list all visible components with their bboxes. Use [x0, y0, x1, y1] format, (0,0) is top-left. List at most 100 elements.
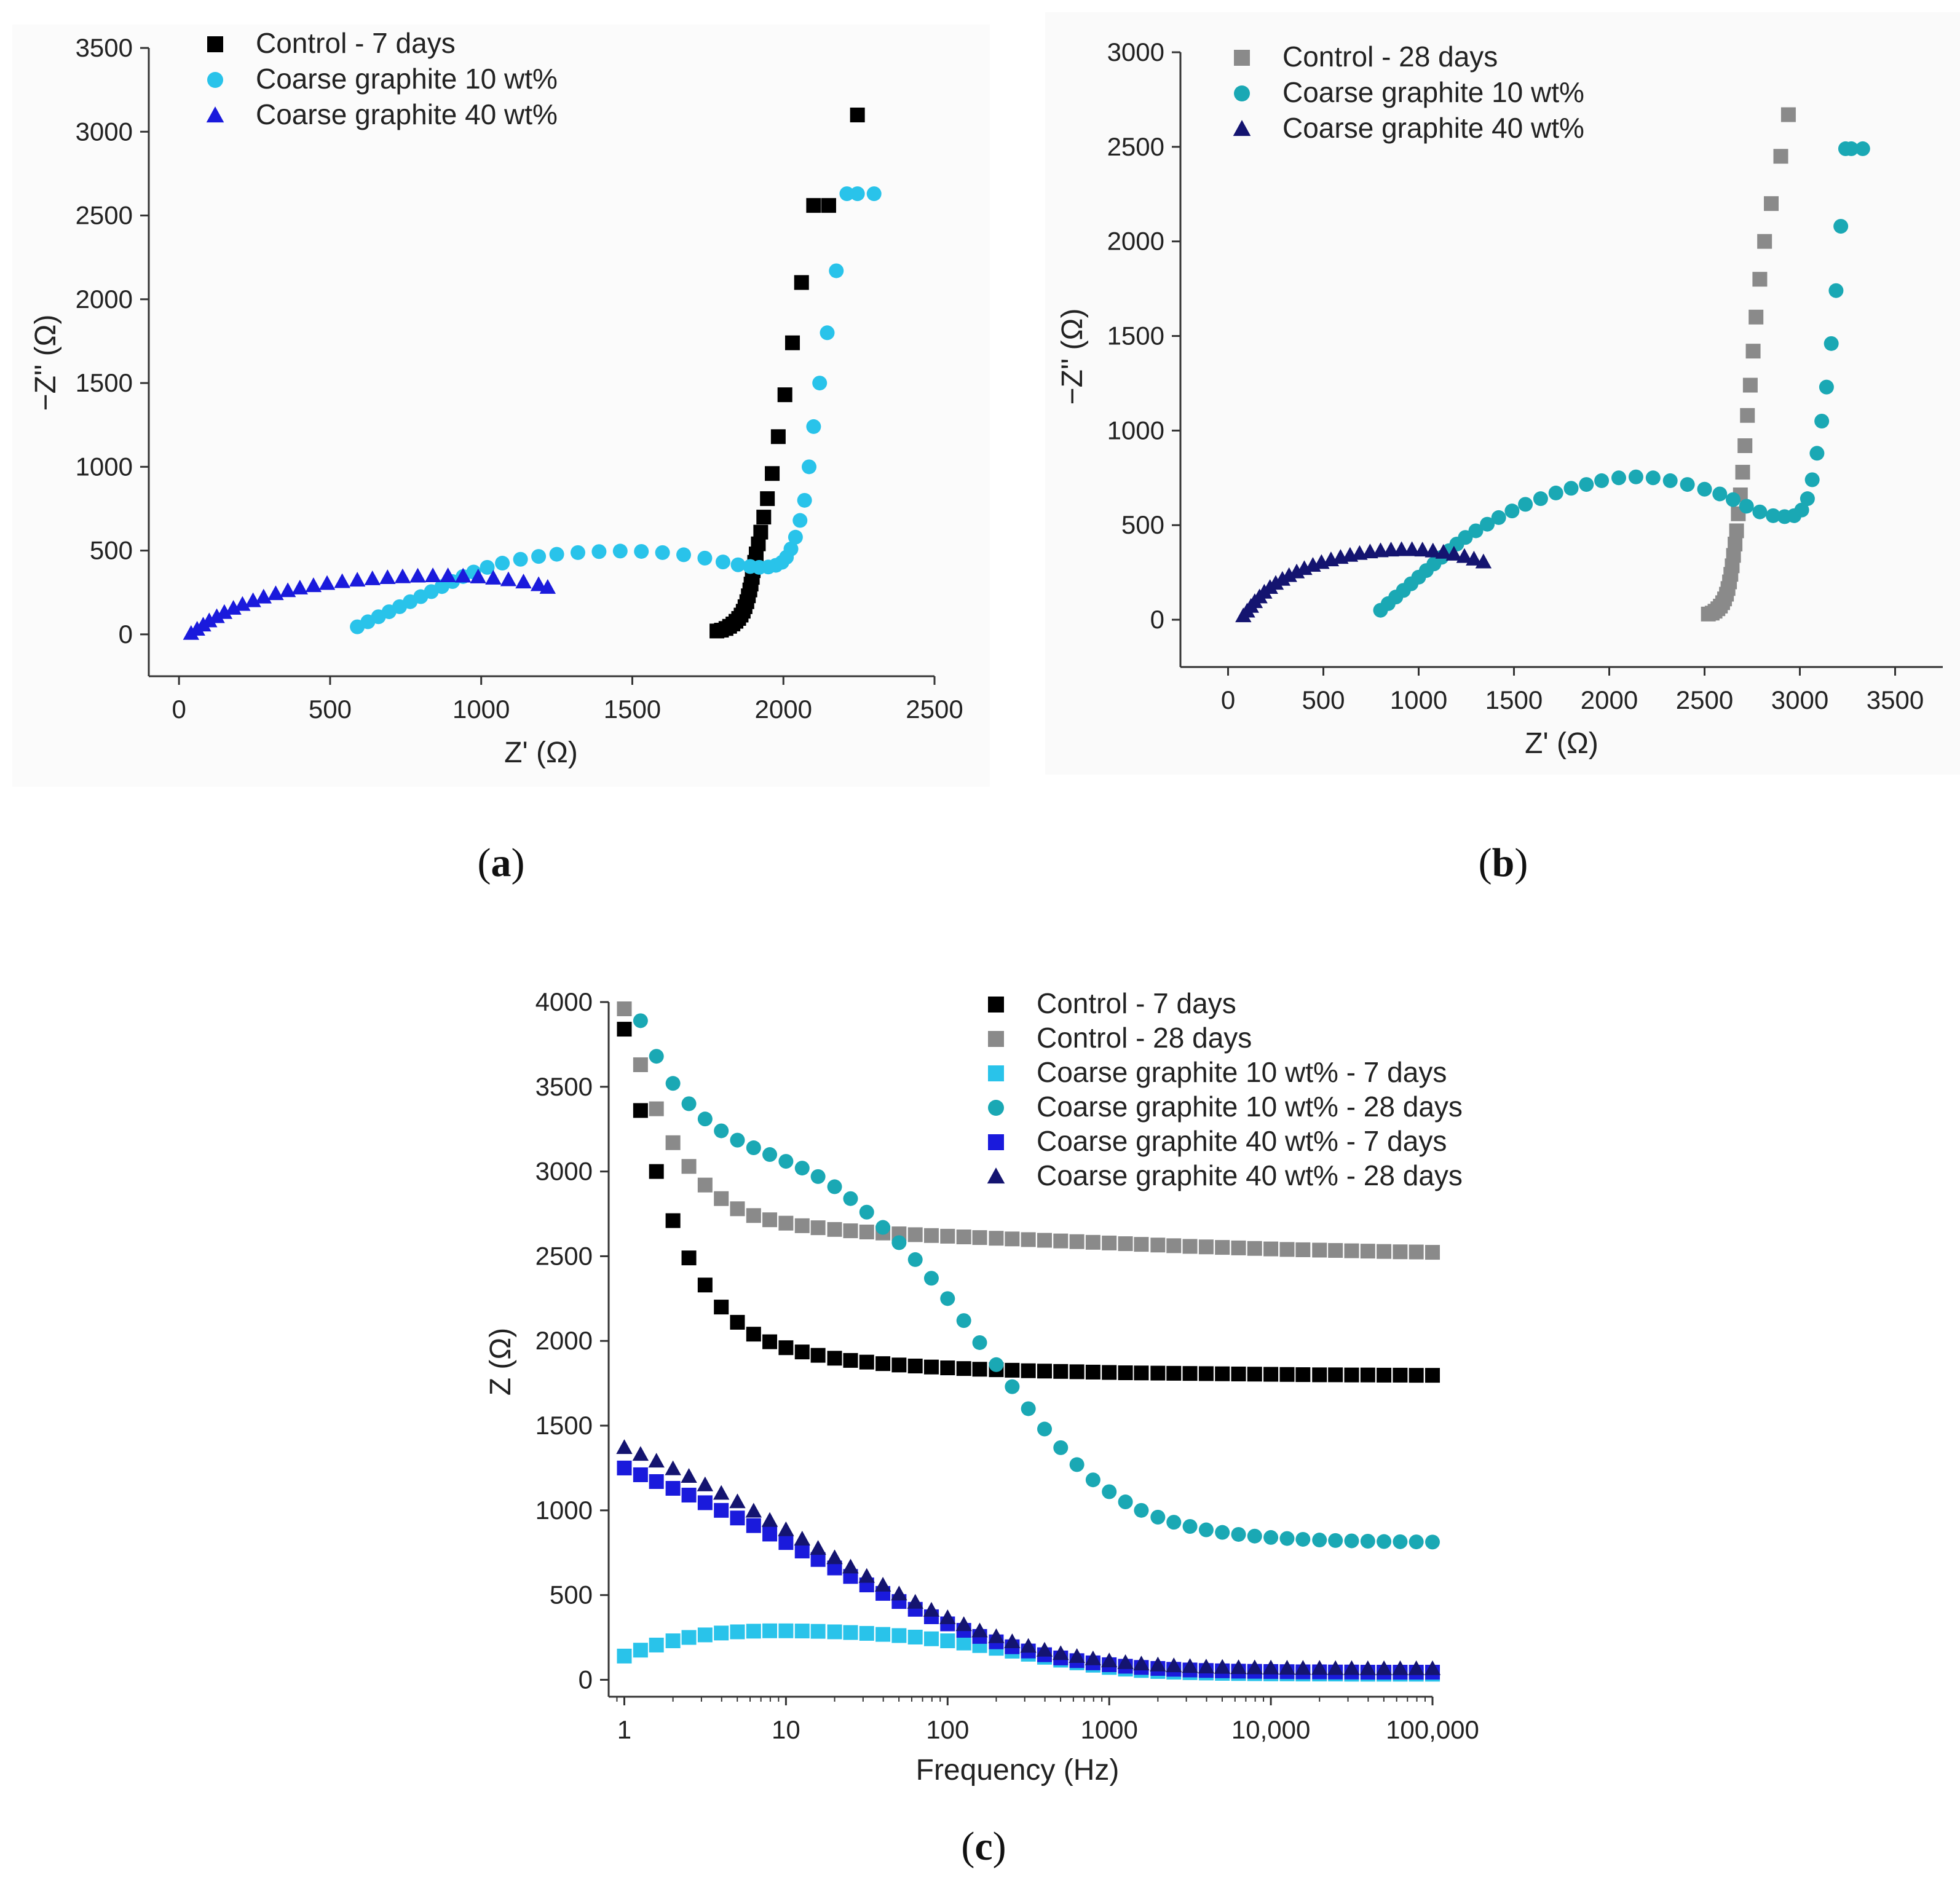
panel-a-data-point: [530, 576, 547, 591]
panel-b-data-point: [1468, 523, 1484, 539]
panel-c-data-point: [1150, 1509, 1166, 1525]
panel-a-data-point: [777, 387, 792, 403]
panel-c-data-point: [940, 1228, 955, 1244]
panel-c-data-point: [1166, 1365, 1182, 1381]
panel-b-x-tick-label: 1500: [1485, 685, 1543, 714]
panel-a-data-point: [515, 574, 532, 589]
panel-b-data-point: [1728, 537, 1743, 551]
panel-c-data-point: [714, 1123, 729, 1139]
panel-c-data-point: [891, 1585, 907, 1601]
panel-a-data-point: [676, 547, 692, 563]
panel-c-legend-label-5: Coarse graphite 40 wt% - 7 days: [1037, 1125, 1447, 1157]
panel-c-legend-label-3: Coarse graphite 10 wt% - 7 days: [1037, 1056, 1447, 1088]
panel-b-series-2: [1373, 141, 1870, 618]
panel-c-data-point: [810, 1624, 826, 1639]
panel-b-x-tick-label: 2000: [1581, 685, 1638, 714]
panel-c-x-tick-label: 100: [926, 1715, 969, 1744]
panel-b-data-point: [1800, 491, 1815, 507]
panel-c-data-point: [1133, 1656, 1150, 1671]
panel-c-data-point: [1102, 1235, 1117, 1250]
panel-c-data-point: [1246, 1659, 1263, 1675]
panel-c-data-point: [1279, 1531, 1295, 1546]
panel-c-data-point: [1360, 1367, 1375, 1383]
panel-c-data-point: [1037, 1364, 1052, 1379]
panel-c-data-point: [1198, 1659, 1215, 1674]
panel-b-data-point: [1579, 477, 1594, 492]
panel-c-data-point: [1005, 1231, 1020, 1247]
panel-c-data-point: [827, 1351, 842, 1366]
panel-a-data-point: [549, 547, 564, 562]
panel-b-data-point: [1735, 465, 1750, 480]
panel-c-data-point: [762, 1334, 778, 1349]
panel-b-data-point: [1757, 234, 1772, 249]
panel-c-y-tick-label: 2000: [535, 1326, 593, 1355]
panel-b-data-point: [1393, 541, 1410, 556]
panel-b-y-tick-label: 1500: [1107, 322, 1164, 350]
panel-a-data-point: [697, 550, 713, 566]
panel-c-data-point: [1344, 1367, 1359, 1383]
panel-c-data-point: [1085, 1650, 1102, 1665]
panel-b-data-point: [1533, 491, 1548, 507]
panel-b-data-point: [1773, 149, 1788, 164]
panel-c-data-point: [746, 1327, 761, 1342]
panel-a-data-point: [305, 577, 322, 593]
panel-a-legend-marker-2: [207, 72, 223, 88]
panel-a-data-point: [539, 578, 556, 594]
panel-c-legend-marker-4: [988, 1100, 1004, 1116]
panel-a-data-point: [495, 556, 510, 571]
panel-c-data-point: [939, 1609, 956, 1624]
panel-b-data-point: [1383, 542, 1399, 557]
panel-c-data-point: [940, 1633, 955, 1649]
panel-c-data-point: [827, 1624, 842, 1640]
panel-label-close-paren: ): [512, 840, 525, 885]
panel-c-data-point: [714, 1625, 729, 1641]
panel-c-data-point: [1343, 1660, 1360, 1675]
panel-c-data-point: [1182, 1658, 1198, 1673]
panel-b-legend-marker-1: [1234, 50, 1250, 66]
panel-b-data-point: [1794, 502, 1809, 518]
panel-c-data-point: [697, 1476, 714, 1491]
panel-c-data-point: [923, 1228, 939, 1243]
panel-c-data-point: [874, 1576, 891, 1592]
panel-c-legend-marker-1: [988, 997, 1004, 1013]
panel-c-data-point: [730, 1510, 745, 1526]
panel-a-data-point: [806, 198, 821, 213]
panel-b-legend-label-1: Control - 28 days: [1282, 41, 1498, 73]
panel-c-data-point: [681, 1159, 697, 1174]
panel-c-data-point: [1263, 1241, 1279, 1257]
panel-a-y-tick-label: 3500: [76, 33, 133, 62]
panel-c-legend-marker-2: [988, 1031, 1004, 1047]
panel-c-data-point: [1344, 1533, 1359, 1549]
panel-c-series-2: [617, 1001, 1440, 1260]
panel-c-data-point: [827, 1179, 842, 1194]
panel-c-data-point: [648, 1453, 665, 1468]
panel-c-data-point: [778, 1154, 794, 1169]
panel-a-series-3: [183, 567, 556, 640]
panel-a-data-point: [480, 559, 495, 575]
panel-b-data-point: [1726, 492, 1741, 507]
panel-c-data-point: [1134, 1365, 1149, 1381]
panel-a-data-point: [225, 599, 242, 615]
panel-b-data-point: [1563, 481, 1579, 496]
panel-b-data-point: [1697, 481, 1712, 497]
panel-c-data-point: [681, 1468, 697, 1483]
panel-c-data-point: [1198, 1239, 1214, 1255]
panel-a-data-point: [655, 545, 670, 560]
panel-b-data-point: [1712, 486, 1728, 502]
panel-a-y-tick-label: 2500: [76, 201, 133, 230]
panel-b-x-tick-label: 1000: [1390, 685, 1447, 714]
panel-c-data-point: [955, 1616, 972, 1632]
panel-c-data-point: [697, 1277, 713, 1293]
panel-c-data-point: [714, 1191, 729, 1206]
panel-a-data-point: [783, 541, 799, 556]
panel-a-x-tick-label: 2000: [755, 695, 812, 724]
panel-c-data-point: [972, 1335, 987, 1350]
panel-c-data-point: [923, 1601, 940, 1617]
panel-c-data-point: [1118, 1365, 1133, 1381]
panel-c-legend-marker-6: [987, 1167, 1005, 1184]
panel-c-data-point: [859, 1225, 874, 1240]
panel-c-data-point: [859, 1354, 874, 1370]
panel-b-data-point: [1594, 473, 1610, 488]
panel-c-data-point: [843, 1625, 858, 1640]
panel-b-y-tick-label: 0: [1150, 605, 1164, 634]
